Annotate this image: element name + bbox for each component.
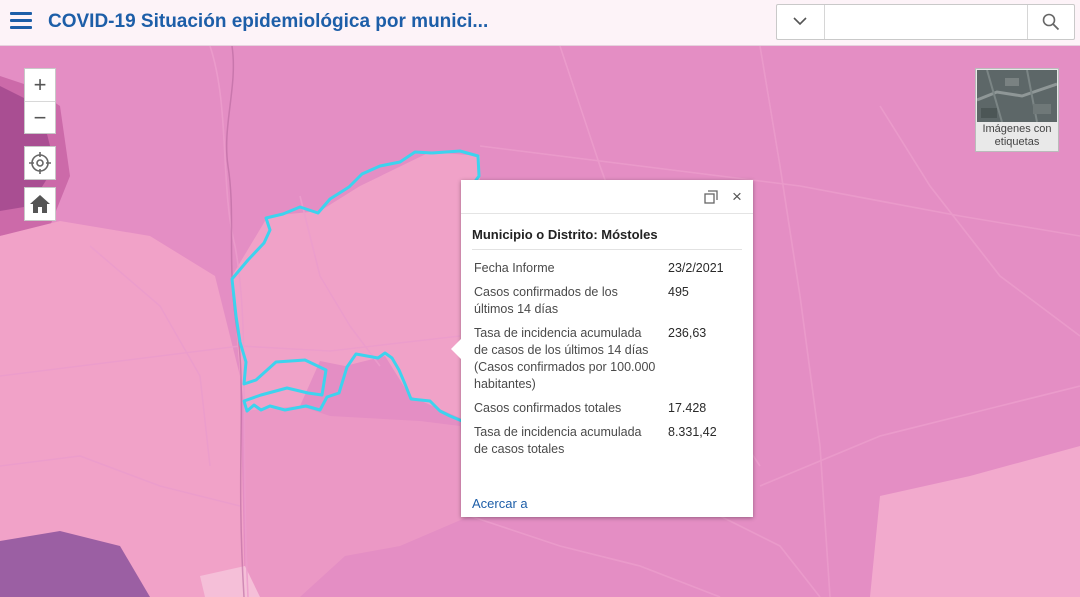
attribute-row: Tasa de incidencia acumulada de casos de… [472, 321, 744, 396]
mostoles-boundary[interactable] [230, 149, 481, 423]
home-icon [30, 195, 50, 213]
chevron-down-icon [793, 17, 807, 26]
menu-icon[interactable] [10, 12, 34, 32]
home-control [24, 187, 56, 221]
attribute-table: Fecha Informe 23/2/2021 Casos confirmados … [472, 256, 744, 461]
map-view[interactable]: + − [0, 46, 1080, 597]
mostoles-area[interactable] [232, 152, 480, 436]
feature-popup: × Municipio o Distrito: Móstoles Fecha I… [461, 180, 753, 517]
municipality-area[interactable] [0, 531, 150, 597]
satellite-thumbnail-icon [977, 70, 1057, 122]
close-icon[interactable]: × [732, 187, 742, 206]
attribute-row: Casos confirmados totales 17.428 [472, 396, 744, 420]
municipality-area[interactable] [245, 406, 470, 597]
municipality-area[interactable] [200, 566, 260, 597]
attribute-key: Tasa de incidencia acumulada de casos de… [474, 326, 656, 391]
attribute-key: Fecha Informe [474, 261, 555, 275]
maximize-icon[interactable] [704, 190, 718, 204]
search-icon [1042, 13, 1060, 31]
locate-control [24, 146, 56, 180]
basemap-label: Imágenes con etiquetas [982, 123, 1052, 148]
zoom-to-link[interactable]: Acercar a [472, 496, 528, 511]
attribute-value: 23/2/2021 [668, 261, 724, 275]
zoom-out-button[interactable]: − [25, 101, 55, 133]
search-box [776, 4, 1075, 40]
basemap-toggle[interactable]: Imágenes con etiquetas [975, 68, 1059, 152]
app-header: COVID-19 Situación epidemiológica por mu… [0, 0, 1080, 46]
attribute-row: Fecha Informe 23/2/2021 [472, 256, 744, 280]
search-source-dropdown[interactable] [777, 5, 825, 39]
search-input[interactable] [826, 5, 1026, 39]
popup-pointer [451, 338, 462, 360]
app-title: COVID-19 Situación epidemiológica por mu… [48, 11, 489, 32]
attribute-value: 495 [668, 285, 689, 299]
search-button[interactable] [1027, 5, 1074, 39]
attribute-value: 17.428 [668, 401, 707, 415]
crosshair-icon [29, 152, 51, 174]
popup-header: × [461, 180, 753, 214]
attribute-value: 8.331,42 [668, 425, 717, 439]
attribute-value: 236,63 [668, 326, 707, 340]
attribute-key: Tasa de incidencia acumulada de casos to… [474, 425, 642, 456]
river-line [225, 46, 245, 597]
locate-button[interactable] [25, 147, 55, 179]
divider [472, 249, 742, 250]
municipality-area[interactable] [870, 446, 1080, 597]
attribute-key: Casos confirmados totales [474, 401, 622, 415]
attribute-row: Tasa de incidencia acumulada de casos to… [472, 420, 744, 461]
zoom-control: + − [24, 68, 56, 134]
popup-title: Municipio o Distrito: Móstoles [472, 227, 658, 242]
municipality-area[interactable] [0, 221, 245, 597]
home-button[interactable] [25, 188, 55, 220]
attribute-row: Casos confirmados de los últimos 14 días… [472, 280, 744, 321]
map-canvas[interactable] [0, 46, 1080, 597]
attribute-key: Casos confirmados de los últimos 14 días [474, 285, 618, 316]
zoom-in-button[interactable]: + [33, 72, 47, 97]
